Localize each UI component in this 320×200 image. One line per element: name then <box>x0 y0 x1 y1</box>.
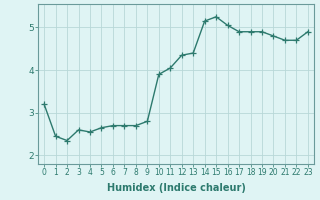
X-axis label: Humidex (Indice chaleur): Humidex (Indice chaleur) <box>107 183 245 193</box>
